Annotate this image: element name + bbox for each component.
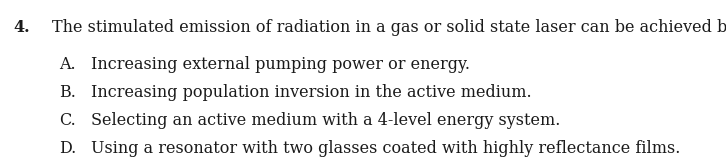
Text: Increasing external pumping power or energy.: Increasing external pumping power or ene… [91, 56, 470, 73]
Text: C.: C. [60, 112, 76, 129]
Text: Increasing population inversion in the active medium.: Increasing population inversion in the a… [91, 84, 531, 101]
Text: 4.: 4. [13, 19, 30, 36]
Text: Selecting an active medium with a 4-level energy system.: Selecting an active medium with a 4-leve… [91, 112, 560, 129]
Text: A.: A. [60, 56, 76, 73]
Text: B.: B. [60, 84, 76, 101]
Text: The stimulated emission of radiation in a gas or solid state laser can be achiev: The stimulated emission of radiation in … [52, 19, 726, 36]
Text: D.: D. [60, 140, 77, 157]
Text: Using a resonator with two glasses coated with highly reflectance films.: Using a resonator with two glasses coate… [91, 140, 680, 157]
